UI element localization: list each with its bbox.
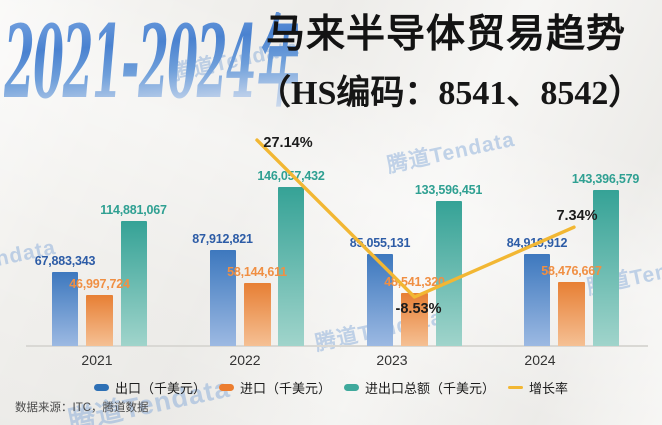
bar-import-2021 [86,295,113,346]
chart-legend: 出口（千美元） 进口（千美元） 进出口总额（千美元） 增长率 [0,378,662,397]
legend-item-export: 出口（千美元） [93,378,206,397]
bar-export-2023 [367,254,393,346]
bar-value-import-2024: 58,476,667 [541,264,602,278]
bar-value-total-2021: 114,881,067 [100,203,167,217]
legend-label: 增长率 [529,381,569,396]
legend-swatch-icon [344,384,359,391]
bar-value-total-2024: 143,396,579 [571,172,640,186]
bar-value-total-2022: 146,057,432 [257,169,325,183]
bar-value-export-2021: 67,883,343 [34,254,96,268]
bar-value-total-2023: 133,596,451 [414,183,483,197]
growth-rate-label-2023: -8.53% [395,301,442,317]
growth-rate-label-2024: 7.34% [556,208,598,225]
bar-total-2023 [435,201,462,346]
x-axis-label-2024: 2024 [524,352,556,368]
growth-rate-label-2022: 27.14% [263,135,313,152]
page-subtitle: （HS编码：8541、8542） [257,75,643,112]
bar-value-import-2023: 48,541,320 [384,275,445,289]
page-title: 马来半导体贸易趋势 [266,13,627,56]
legend-label: 进出口总额（千美元） [365,381,496,396]
x-axis-label-2023: 2023 [376,352,408,368]
legend-item-total: 进出口总额（千美元） [344,378,495,397]
legend-swatch-icon [218,384,234,391]
bar-import-2022 [243,283,271,346]
legend-label: 进口（千美元） [239,381,331,396]
data-source-note: 数据来源：ITC，腾道数据 [15,402,149,414]
bar-value-export-2023: 85,055,131 [349,236,411,250]
x-axis-label-2022: 2022 [229,352,261,368]
bar-value-export-2024: 84,919,912 [506,236,568,250]
legend-item-growth: 增长率 [508,378,568,397]
bar-value-import-2022: 58,144,611 [227,265,287,279]
bar-import-2024 [558,282,585,346]
legend-swatch-icon [93,384,109,391]
legend-item-import: 进口（千美元） [218,378,331,397]
legend-label: 出口（千美元） [114,381,206,396]
x-axis-label-2021: 2021 [81,352,113,368]
bar-value-import-2021: 46,997,724 [69,277,130,291]
x-axis-line [26,345,648,347]
title-year-range: 2021-2024年 [4,3,299,121]
bar-value-export-2022: 87,912,821 [192,232,253,246]
legend-swatch-icon [508,385,524,390]
